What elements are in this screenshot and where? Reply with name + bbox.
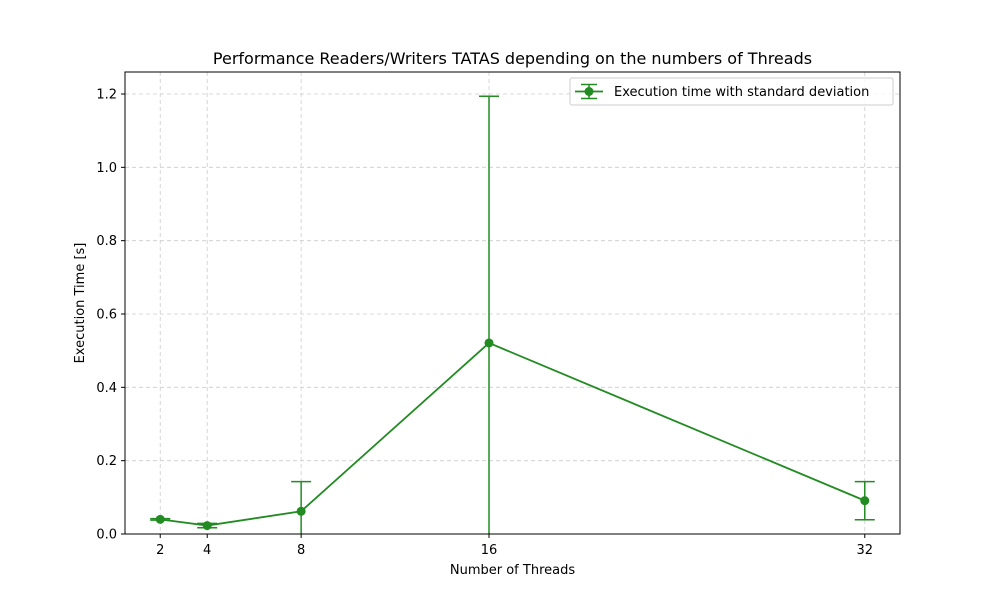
y-tick-label: 0.6 — [96, 308, 117, 323]
x-tick-label: 32 — [856, 543, 873, 558]
legend-box — [569, 77, 894, 106]
legend: Execution time with standard deviation — [569, 77, 894, 106]
series-layer — [150, 95, 875, 534]
y-tick-label: 0.2 — [96, 454, 117, 469]
data-point — [860, 496, 870, 506]
y-axis-title: Execution Time [s] — [73, 243, 88, 364]
y-tick-label: 0.0 — [96, 528, 117, 543]
legend-series-label: Execution time with standard deviation — [614, 85, 869, 100]
data-point — [202, 521, 212, 531]
x-tick-label: 2 — [156, 543, 164, 558]
y-tick-label: 0.8 — [96, 234, 117, 249]
chart-title: Performance Readers/Writers TATAS depend… — [213, 49, 812, 68]
y-tick-label: 0.4 — [96, 381, 117, 396]
data-point — [155, 514, 165, 524]
legend-point — [584, 87, 594, 96]
legend-series-marker — [575, 83, 603, 100]
x-tick-label: 16 — [481, 543, 498, 558]
data-point — [296, 506, 306, 516]
axis-ticks: 2 4 8 16 32 0.0 0.2 0.4 0.6 0.8 1.0 1.2 — [96, 88, 873, 559]
data-point — [484, 338, 494, 348]
y-tick-label: 1.0 — [96, 161, 117, 176]
x-axis-title: Number of Threads — [450, 563, 575, 578]
series-group — [150, 95, 875, 534]
plot-frame — [124, 71, 901, 535]
x-tick-label: 4 — [203, 543, 211, 558]
y-tick-label: 1.2 — [96, 88, 117, 103]
x-tick-label: 8 — [297, 543, 305, 558]
